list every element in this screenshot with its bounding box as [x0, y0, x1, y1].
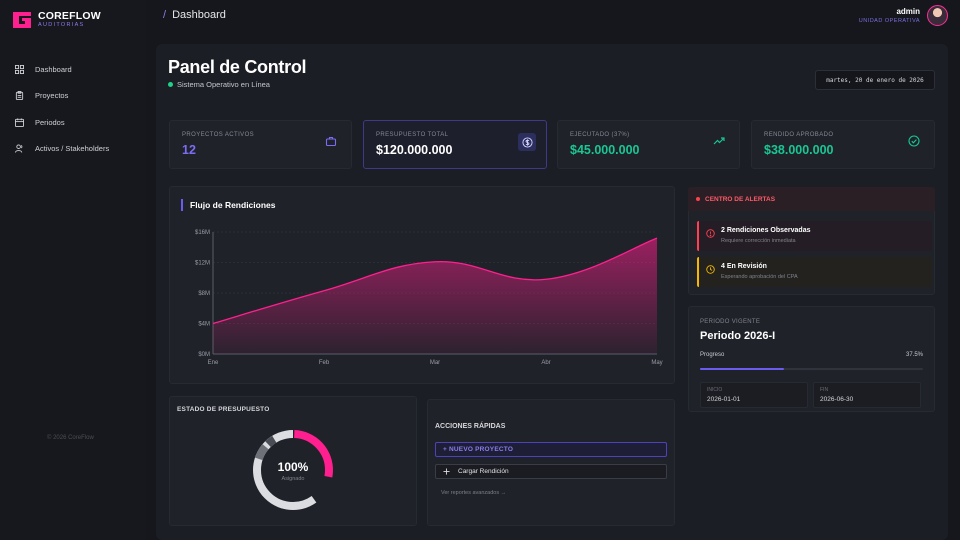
donut-segment	[253, 430, 333, 510]
end-date: 2026-06-30	[820, 396, 854, 403]
page-title: Panel de Control	[168, 57, 307, 77]
sidebar-item-activos-stakeholders[interactable]: Activos / Stakeholders	[0, 136, 146, 163]
y-tick-label: $0M	[198, 352, 210, 358]
end-date-box: Fin 2026-06-30	[813, 382, 921, 408]
briefcase-icon	[325, 136, 337, 147]
kpi-label: PRESUPUESTO TOTAL	[376, 132, 449, 138]
upload-rendicion-label: Cargar Rendición	[458, 468, 509, 475]
start-date-box: Inicio 2026-01-01	[700, 382, 808, 408]
alerts-title: CENTRO DE ALERTAS	[705, 195, 776, 203]
alert-description: Esperando aprobación del CPA	[721, 274, 798, 280]
breadcrumb: / Dashboard	[163, 9, 226, 21]
sidebar-item-periodos[interactable]: Periodos	[0, 109, 146, 136]
sidebar-footer: © 2026 CoreFlow	[47, 435, 94, 441]
date-display: martes, 20 de enero de 2026	[815, 70, 935, 90]
check-circle-icon	[908, 135, 920, 147]
donut-subtitle: Asignado	[281, 476, 305, 482]
sidebar-item-proyectos[interactable]: Proyectos	[0, 83, 146, 110]
sidebar-item-label: Dashboard	[35, 64, 72, 74]
brand-name: COREFLOW	[38, 10, 101, 22]
plus-icon	[443, 468, 450, 475]
y-tick-label: $8M	[198, 291, 210, 297]
sidebar-item-label: Proyectos	[35, 91, 69, 101]
sidebar-nav: Dashboard Proyectos Periodos Activos / S…	[0, 56, 146, 162]
budget-donut-chart	[253, 429, 333, 510]
kpi-value: $120.000.000	[376, 143, 453, 157]
progress-bar	[700, 368, 923, 370]
period-value: Periodo 2026-I	[700, 330, 776, 342]
user-name: admin	[896, 7, 920, 16]
alert-item[interactable]: 2 Rendiciones Observadas Requiere correc…	[697, 221, 932, 251]
calendar-icon	[15, 118, 24, 127]
x-tick-label: Feb	[319, 360, 330, 366]
kpi-rendido-aprobado[interactable]: RENDIDO APROBADO $38.000.000	[751, 120, 935, 169]
period-label: PERIODO VIGENTE	[700, 319, 761, 325]
alert-dot-icon	[696, 197, 700, 201]
alert-item[interactable]: 4 En Revisión Esperando aprobación del C…	[697, 257, 932, 287]
x-tick-label: Mar	[430, 360, 440, 366]
x-tick-label: May	[651, 360, 662, 366]
alert-title: 4 En Revisión	[721, 263, 767, 270]
sidebar-item-label: Activos / Stakeholders	[35, 144, 110, 154]
coreflow-logo-icon	[13, 12, 31, 28]
sidebar-item-label: Periodos	[35, 117, 65, 127]
y-tick-label: $4M	[198, 322, 210, 328]
alerts-header: CENTRO DE ALERTAS	[688, 187, 935, 211]
system-status: Sistema Operativo en Línea	[168, 80, 270, 89]
upload-rendicion-button[interactable]: Cargar Rendición	[435, 464, 667, 479]
kpi-value: $45.000.000	[570, 143, 640, 157]
kpi-value: 12	[182, 143, 196, 157]
kpi-value: $38.000.000	[764, 143, 834, 157]
x-tick-label: Ene	[208, 360, 219, 366]
kpi-label: RENDIDO APROBADO	[764, 132, 834, 138]
dollar-icon	[518, 133, 536, 151]
avatar[interactable]	[927, 5, 948, 26]
sidebar-item-dashboard[interactable]: Dashboard	[0, 56, 146, 83]
progress-label: Progreso	[700, 352, 725, 358]
alert-description: Requiere corrección inmediata	[721, 238, 796, 244]
brand-subtitle: AUDITORIAS	[38, 22, 85, 28]
end-label: Fin	[820, 387, 829, 393]
kpi-label: PROYECTOS ACTIVOS	[182, 132, 255, 138]
y-tick-label: $16M	[195, 230, 210, 236]
user-role: UNIDAD OPERATIVA	[858, 18, 920, 24]
kpi-ejecutado[interactable]: EJECUTADO (37%) $45.000.000	[557, 120, 740, 169]
y-tick-label: $12M	[195, 261, 210, 267]
start-label: Inicio	[707, 387, 723, 393]
donut-percent: 100%	[277, 460, 309, 474]
alert-circle-icon	[706, 229, 715, 238]
chart-area-fill	[213, 238, 657, 354]
trending-up-icon	[713, 137, 725, 145]
quick-actions-title: ACCIONES RÁPIDAS	[435, 423, 506, 430]
status-dot-icon	[168, 82, 173, 87]
chart-title: Flujo de Rendiciones	[181, 199, 275, 211]
grid-icon	[15, 64, 24, 74]
status-text: Sistema Operativo en Línea	[177, 80, 270, 89]
clock-icon	[706, 265, 715, 274]
sidebar: COREFLOW AUDITORIAS Dashboard Proyectos …	[0, 0, 146, 540]
area-chart: $0M $4M $8M $12M $16M Ene Feb Mar Abr May	[195, 230, 663, 366]
breadcrumb-separator: /	[163, 9, 167, 21]
kpi-presupuesto-total[interactable]: PRESUPUESTO TOTAL $120.000.000	[363, 120, 547, 169]
users-icon	[15, 144, 23, 153]
clipboard-icon	[15, 91, 24, 101]
brand[interactable]: COREFLOW AUDITORIAS	[12, 11, 101, 29]
kpi-label: EJECUTADO (37%)	[570, 132, 630, 138]
user-info[interactable]: admin UNIDAD OPERATIVA	[859, 7, 920, 26]
x-tick-label: Abr	[541, 360, 550, 366]
progress-fill	[700, 368, 784, 370]
chart-series-line	[212, 237, 658, 325]
progress-percent: 37.5%	[905, 352, 923, 358]
kpi-proyectos-activos[interactable]: PROYECTOS ACTIVOS 12	[169, 120, 352, 169]
alert-title: 2 Rendiciones Observadas	[721, 227, 811, 234]
start-date: 2026-01-01	[707, 396, 741, 403]
advanced-reports-link[interactable]: Ver reportes avanzados →	[441, 490, 507, 496]
new-project-button[interactable]: + NUEVO PROYECTO	[435, 442, 667, 457]
quick-actions-card	[427, 399, 675, 526]
donut-segment	[253, 430, 333, 510]
budget-title: ESTADO DE PRESUPUESTO	[177, 406, 270, 413]
breadcrumb-current: Dashboard	[172, 9, 226, 21]
